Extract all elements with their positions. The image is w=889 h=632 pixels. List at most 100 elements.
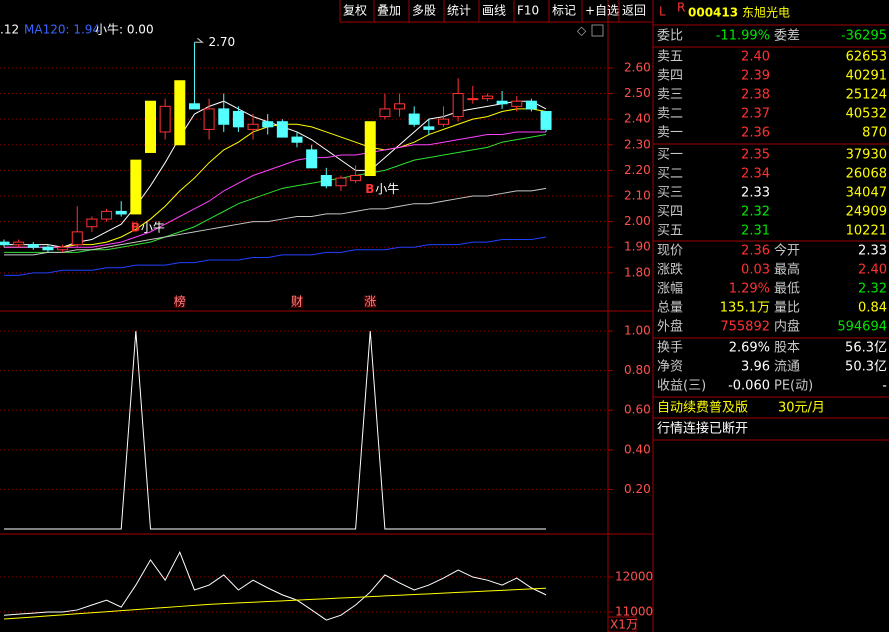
quote-value: 56.3亿 xyxy=(845,341,887,356)
order-volume: 26068 xyxy=(846,167,887,182)
order-label: 卖三 xyxy=(657,88,683,103)
toolbar-button[interactable]: F10 xyxy=(517,4,539,18)
y-tick-label: 1.90 xyxy=(624,240,651,254)
quote-label: 现价 xyxy=(657,244,683,259)
order-label: 买二 xyxy=(657,167,683,182)
candle-body xyxy=(525,100,537,110)
toolbar-button[interactable]: 复权 xyxy=(343,4,367,18)
order-label: 买四 xyxy=(657,205,683,220)
candle-body xyxy=(452,93,464,118)
signal-name: 小牛 xyxy=(375,181,399,196)
candle-body xyxy=(188,103,200,110)
quote-value: 0.84 xyxy=(858,301,887,316)
candle-body xyxy=(262,121,274,128)
candle-body xyxy=(291,136,303,143)
candle-body xyxy=(320,175,332,187)
order-price: 2.35 xyxy=(741,148,770,163)
toolbar-button[interactable]: 返回 xyxy=(622,4,646,18)
legend-item: MA120: 1.94 xyxy=(24,23,100,37)
order-label: 买五 xyxy=(657,224,683,239)
icon xyxy=(591,24,604,37)
legend-item: .12 xyxy=(0,23,19,37)
quote-label: PE(动) xyxy=(774,379,813,394)
candle-body xyxy=(379,108,391,118)
quote-label: 收益(三) xyxy=(657,379,706,394)
candle-body xyxy=(218,108,230,125)
quote-value: -0.060 xyxy=(728,379,770,394)
toolbar-button[interactable]: 标记 xyxy=(552,4,576,18)
order-label: 买一 xyxy=(657,148,683,163)
toolbar-button[interactable]: +自选 xyxy=(585,4,619,18)
order-label: 买三 xyxy=(657,186,683,201)
candle-body xyxy=(511,100,523,107)
quote-label: 净资 xyxy=(657,360,683,375)
y-tick-label: 11000 xyxy=(615,605,653,619)
line-series xyxy=(4,131,547,248)
toolbar-button[interactable]: 叠加 xyxy=(377,4,401,18)
quote-value: 135.1万 xyxy=(720,301,770,316)
quote-label: 外盘 xyxy=(657,319,683,335)
signal-marker: B xyxy=(365,182,374,196)
toolbar-button[interactable]: 画线 xyxy=(482,4,506,18)
y-tick-label: 0.40 xyxy=(624,442,651,456)
line-series xyxy=(4,134,547,253)
stock-flag: R xyxy=(677,1,685,15)
annotation-pointer xyxy=(194,37,204,43)
line-series xyxy=(4,100,547,248)
event-label: 榜 xyxy=(174,294,186,309)
line-series xyxy=(4,236,547,276)
quote-value: 755892 xyxy=(720,320,770,335)
quote-value: 1.29% xyxy=(729,282,770,297)
promo-price: 30元/月 xyxy=(778,401,825,416)
candle-body xyxy=(115,210,127,215)
y-tick-label: 1.80 xyxy=(624,265,651,279)
stock-code: 000413 xyxy=(688,6,738,20)
quote-value: 0.03 xyxy=(741,263,770,278)
y-tick-label: 2.40 xyxy=(624,112,651,126)
quote-value: 2.69% xyxy=(729,341,770,356)
y-tick-label: 2.30 xyxy=(624,137,651,151)
line-series xyxy=(4,187,547,256)
y-tick-label: 12000 xyxy=(615,570,653,584)
order-price: 2.40 xyxy=(741,50,770,65)
quote-value: 2.32 xyxy=(858,282,887,297)
signal-marker: B xyxy=(131,220,140,234)
quote-label: 今开 xyxy=(774,243,800,259)
y-tick-label: 2.00 xyxy=(624,214,651,228)
quote-value: 2.40 xyxy=(858,263,887,278)
candle-body xyxy=(0,241,10,246)
order-volume: 40532 xyxy=(846,107,887,122)
order-volume: 34047 xyxy=(846,186,887,201)
candle-body xyxy=(71,231,83,246)
order-price: 2.33 xyxy=(741,186,770,201)
event-label: 财 xyxy=(291,295,303,309)
candle-body xyxy=(496,100,508,105)
candle-body xyxy=(335,177,347,187)
candle-body xyxy=(145,100,156,153)
line-series xyxy=(3,587,547,620)
order-price: 2.34 xyxy=(741,167,770,182)
quote-label: 量比 xyxy=(774,301,800,316)
order-price: 2.37 xyxy=(741,107,770,122)
event-box xyxy=(364,296,377,308)
candle-body xyxy=(350,175,362,182)
candle-body xyxy=(364,121,376,177)
order-volume: 62653 xyxy=(846,50,887,65)
candle-body xyxy=(467,98,479,101)
candle-body xyxy=(159,105,171,133)
signal-name: 小牛 xyxy=(141,219,165,234)
candle-body xyxy=(13,241,25,246)
toolbar-button[interactable]: 多股 xyxy=(412,4,436,18)
candle-body xyxy=(130,159,142,215)
order-volume: 25124 xyxy=(846,88,887,103)
stock-name: 东旭光电 xyxy=(742,6,790,20)
quote-label: 换手 xyxy=(657,341,683,356)
candle-body xyxy=(481,95,493,100)
quote-label: 最高 xyxy=(774,262,800,278)
candle-body xyxy=(174,80,186,146)
quote-label: 委比 xyxy=(657,29,683,44)
line-series xyxy=(3,550,547,621)
order-volume: 24909 xyxy=(846,205,887,220)
toolbar-button[interactable]: 统计 xyxy=(447,4,471,18)
